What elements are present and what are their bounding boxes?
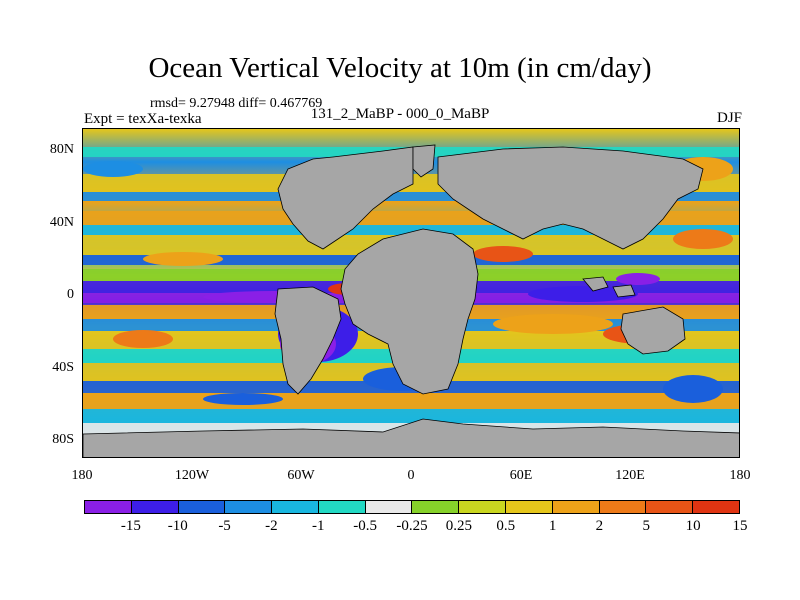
color-legend-swatch <box>85 501 132 513</box>
color-legend-label: 2 <box>595 518 604 534</box>
experiment-label: Expt = texXa-texka <box>84 111 202 127</box>
color-legend-label: 15 <box>732 518 748 534</box>
island-landmass <box>612 284 636 298</box>
plot-title: Ocean Vertical Velocity at 10m (in cm/da… <box>148 52 652 84</box>
color-legend-swatch <box>646 501 694 513</box>
lon-label-120w: 120W <box>174 468 210 483</box>
antarctica-landmass <box>83 418 739 457</box>
color-legend-swatch <box>131 501 179 513</box>
lon-label-180e: 180 <box>729 468 751 483</box>
color-legend-label: -0.5 <box>353 518 378 534</box>
rmsd-diff-stats: rmsd= 9.27948 diff= 0.467769 <box>150 96 323 111</box>
greenland-landmass <box>412 144 436 178</box>
color-legend-swatch <box>459 501 507 513</box>
color-legend-label: 5 <box>642 518 651 534</box>
lon-label-60e: 60E <box>509 468 533 483</box>
season-label: DJF <box>716 110 742 126</box>
color-legend-swatch <box>552 501 600 513</box>
color-legend-swatch <box>599 501 647 513</box>
color-legend-label: -15 <box>120 518 141 534</box>
color-legend-label: 0.5 <box>496 518 516 534</box>
north-landmass <box>277 146 414 250</box>
australia-landmass <box>620 306 686 355</box>
comparison-label: 131_2_MaBP - 000_0_MaBP <box>310 106 490 122</box>
color-legend-label: 0.25 <box>445 518 472 534</box>
color-legend-label: 1 <box>548 518 557 534</box>
color-legend-swatch <box>365 501 413 513</box>
lat-label-0: 0 <box>67 287 74 302</box>
color-legend-label: 10 <box>685 518 701 534</box>
color-legend-label: -0.25 <box>396 518 428 534</box>
eurasia-landmass <box>437 146 704 250</box>
color-legend-swatch <box>225 501 273 513</box>
color-legend-swatch <box>506 501 553 513</box>
velocity-map <box>83 129 739 457</box>
lat-label-40n: 40N <box>49 215 74 230</box>
island-landmass <box>582 276 609 292</box>
map-panel <box>82 128 740 458</box>
color-legend-swatch <box>693 501 739 513</box>
color-legend <box>84 500 740 514</box>
land-masses <box>83 144 739 457</box>
color-legend-swatch <box>318 501 366 513</box>
lat-label-80n: 80N <box>49 142 74 157</box>
color-legend-swatch <box>412 501 460 513</box>
lon-label-180w: 180 <box>71 468 93 483</box>
color-legend-label: -1 <box>312 518 325 534</box>
lon-label-60w: 60W <box>287 468 315 483</box>
lat-label-80s: 80S <box>52 432 74 447</box>
color-legend-label: -2 <box>265 518 278 534</box>
lon-label-0: 0 <box>407 468 415 483</box>
color-legend-label: -10 <box>167 518 188 534</box>
south-america-landmass <box>274 286 342 395</box>
lat-label-40s: 40S <box>52 360 74 375</box>
color-legend-swatch <box>178 501 226 513</box>
lon-label-120e: 120E <box>615 468 645 483</box>
color-legend-swatch <box>272 501 319 513</box>
africa-landmass <box>340 228 479 395</box>
color-legend-label: -5 <box>218 518 231 534</box>
